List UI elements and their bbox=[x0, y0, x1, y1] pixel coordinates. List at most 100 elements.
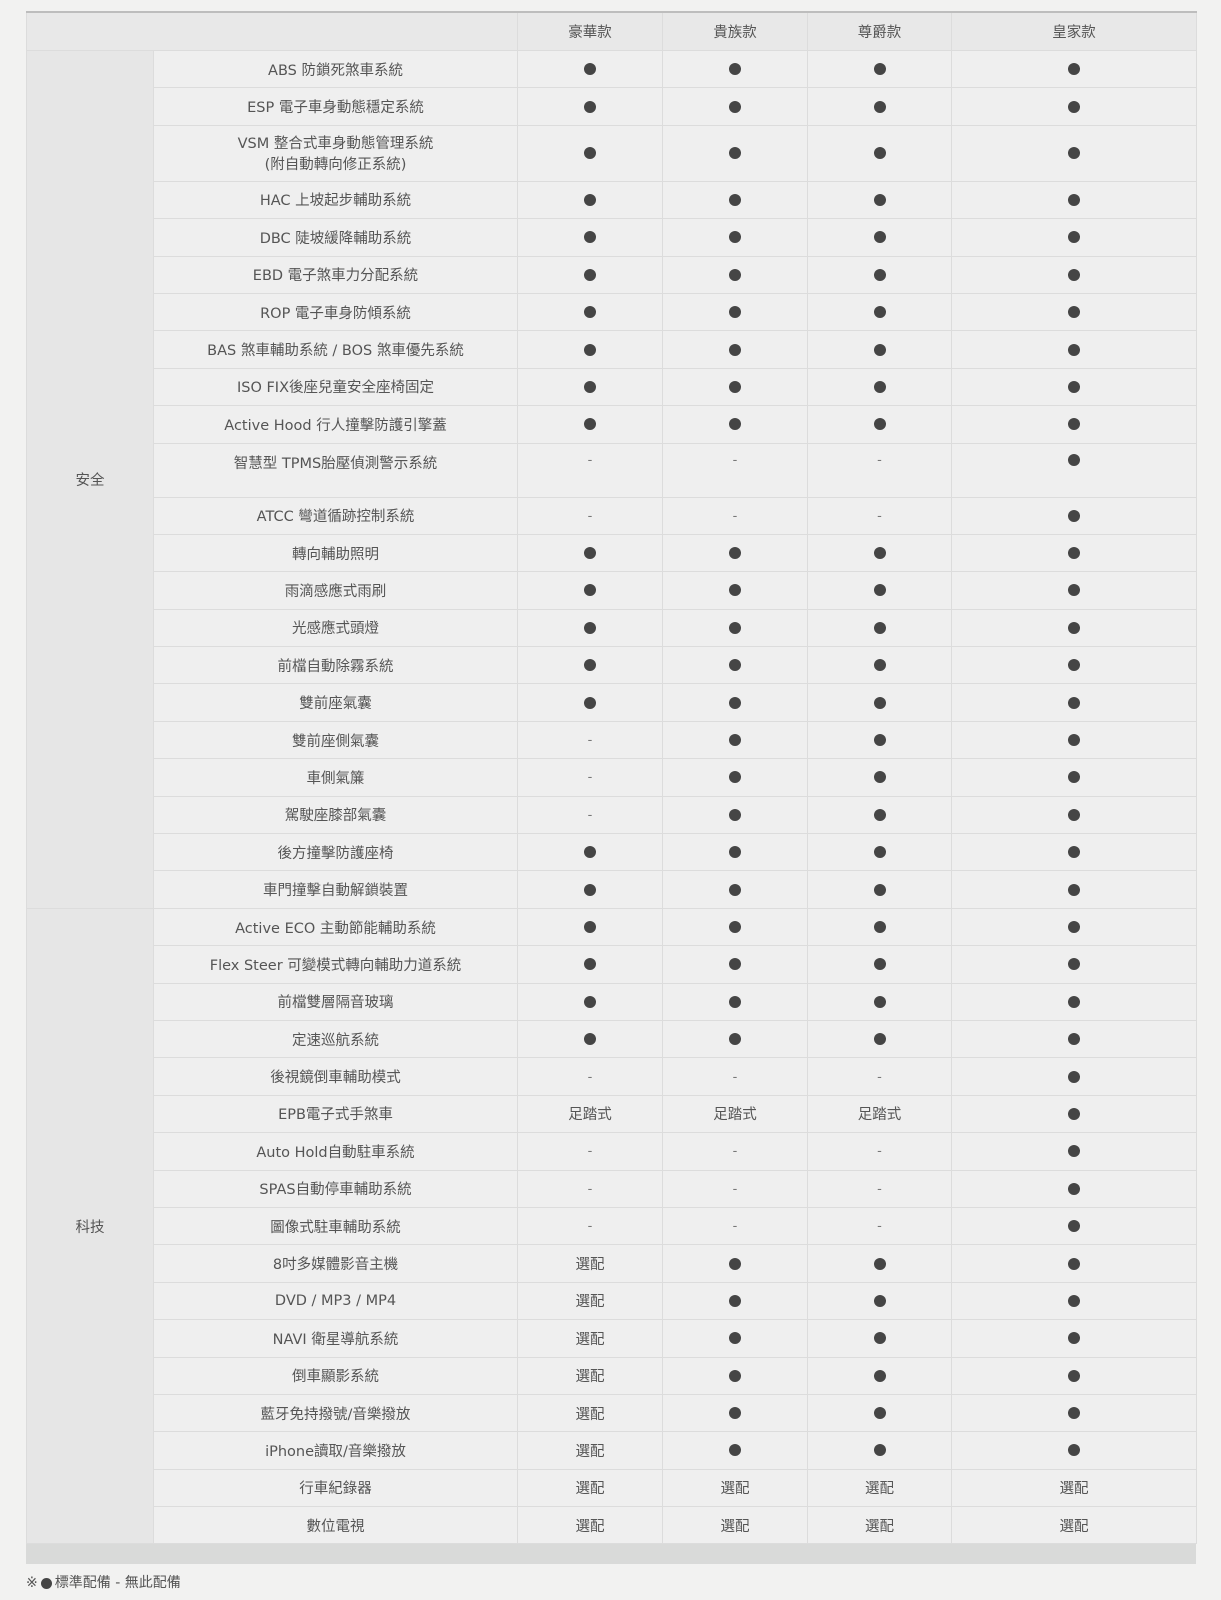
feature-name-line: 後視鏡倒車輔助模式 bbox=[270, 1070, 401, 1087]
value-cell: 選配 bbox=[517, 1319, 663, 1358]
filled-circle-icon bbox=[873, 1332, 886, 1345]
table-row: 數位電視 選配 選配 選配 選配 bbox=[27, 1506, 1197, 1545]
filled-circle-icon bbox=[873, 1257, 886, 1270]
table-row: 定速巡航系統 bbox=[27, 1019, 1197, 1059]
feature-name: VSM 整合式車身動態管理系統 (附自動轉向修正系統) bbox=[153, 124, 518, 182]
standard-cell bbox=[951, 87, 1197, 126]
filled-circle-icon bbox=[1068, 1257, 1080, 1270]
cell-text: - bbox=[732, 452, 738, 468]
filled-circle-icon bbox=[729, 1369, 741, 1382]
standard-cell bbox=[807, 1356, 952, 1395]
table-row: 8吋多媒體影音主機 選配 bbox=[27, 1244, 1197, 1283]
table-row: DBC 陡坡緩降輔助系統 bbox=[27, 218, 1197, 257]
standard-cell bbox=[517, 646, 663, 685]
filled-circle-icon bbox=[873, 306, 886, 319]
filled-circle-icon bbox=[729, 1407, 741, 1420]
not-available-cell: - bbox=[807, 1132, 952, 1171]
not-available-cell: - bbox=[517, 795, 663, 835]
standard-cell bbox=[951, 720, 1197, 760]
filled-circle-icon bbox=[873, 659, 886, 672]
value-cell: 足踏式 bbox=[517, 1094, 663, 1134]
filled-circle-icon bbox=[584, 921, 596, 933]
filled-circle-icon bbox=[1068, 509, 1080, 522]
feature-name-line: ABS 防鎖死煞車系統 bbox=[268, 62, 403, 79]
cell-text: - bbox=[732, 1144, 738, 1160]
standard-cell bbox=[662, 124, 808, 182]
standard-cell bbox=[517, 870, 663, 909]
cell-text: 選配 bbox=[575, 1518, 605, 1535]
feature-name-line: 雙前座側氣囊 bbox=[292, 733, 379, 750]
table-row: BAS 煞車輔助系統 / BOS 煞車優先系統 bbox=[27, 330, 1197, 369]
cell-text: - bbox=[732, 1069, 738, 1085]
feature-name: 車側氣簾 bbox=[153, 758, 518, 797]
cell-text: 足踏式 bbox=[713, 1107, 757, 1124]
cell-text: 選配 bbox=[1059, 1481, 1089, 1498]
feature-name: 藍牙免持撥號/音樂撥放 bbox=[153, 1393, 518, 1433]
filled-circle-icon bbox=[729, 1294, 741, 1307]
filled-circle-icon bbox=[873, 995, 886, 1008]
filled-circle-icon bbox=[729, 734, 741, 747]
filled-circle-icon bbox=[1068, 1107, 1080, 1120]
filled-circle-icon bbox=[1068, 584, 1080, 597]
feature-name-line: 後方撞擊防護座椅 bbox=[277, 845, 394, 862]
feature-name: 智慧型 TPMS胎壓偵測警示系統 bbox=[153, 442, 518, 498]
filled-circle-icon bbox=[873, 1294, 886, 1307]
filled-circle-icon bbox=[584, 995, 596, 1008]
value-cell: 選配 bbox=[662, 1506, 808, 1545]
value-cell: 選配 bbox=[662, 1468, 808, 1508]
feature-name-line: ESP 電子車身動態穩定系統 bbox=[247, 100, 424, 117]
filled-circle-icon bbox=[729, 100, 741, 113]
filled-circle-icon bbox=[1068, 453, 1080, 466]
table-row: SPAS自動停車輔助系統 - - - bbox=[27, 1169, 1197, 1208]
filled-circle-icon bbox=[873, 100, 886, 113]
filled-circle-icon bbox=[873, 621, 886, 634]
cell-text: 選配 bbox=[720, 1481, 750, 1498]
filled-circle-icon bbox=[584, 193, 596, 206]
legend-mark: ※ bbox=[26, 1575, 38, 1591]
feature-name-line: Active ECO 主動節能輔助系統 bbox=[235, 920, 436, 937]
feature-name-line: DBC 陡坡緩降輔助系統 bbox=[259, 230, 412, 247]
filled-circle-icon bbox=[873, 63, 886, 76]
filled-circle-icon bbox=[729, 193, 741, 206]
feature-name-line: NAVI 衛星導航系統 bbox=[272, 1331, 399, 1348]
filled-circle-icon bbox=[1068, 547, 1080, 560]
standard-cell bbox=[662, 683, 808, 722]
feature-name: 前檔自動除霧系統 bbox=[153, 646, 518, 685]
filled-circle-icon bbox=[729, 621, 741, 634]
feature-name: Auto Hold自動駐車系統 bbox=[153, 1132, 518, 1171]
table-row: DVD / MP3 / MP4 選配 bbox=[27, 1281, 1197, 1321]
filled-circle-icon bbox=[584, 418, 596, 431]
standard-cell bbox=[662, 218, 808, 257]
filled-circle-icon bbox=[584, 621, 596, 634]
table-row: VSM 整合式車身動態管理系統 (附自動轉向修正系統) bbox=[27, 124, 1197, 182]
standard-cell bbox=[517, 405, 663, 444]
standard-cell bbox=[807, 833, 952, 872]
filled-circle-icon bbox=[729, 547, 741, 560]
table-row: Flex Steer 可變模式轉向輔助力道系統 bbox=[27, 945, 1197, 984]
cell-text: 選配 bbox=[575, 1369, 605, 1386]
standard-cell bbox=[662, 533, 808, 573]
filled-circle-icon bbox=[1068, 268, 1080, 281]
filled-circle-icon bbox=[584, 883, 596, 896]
filled-circle-icon bbox=[584, 100, 596, 113]
standard-cell bbox=[807, 533, 952, 573]
standard-cell bbox=[951, 405, 1197, 444]
filled-circle-icon bbox=[1068, 1332, 1080, 1345]
standard-cell bbox=[662, 1356, 808, 1395]
feature-name-line: 駕駛座膝部氣囊 bbox=[284, 808, 387, 825]
filled-circle-icon bbox=[584, 547, 596, 560]
filled-circle-icon bbox=[1068, 231, 1080, 244]
standard-cell bbox=[662, 758, 808, 797]
standard-cell bbox=[807, 795, 952, 835]
filled-circle-icon bbox=[40, 1577, 52, 1589]
standard-cell bbox=[662, 1244, 808, 1283]
standard-cell bbox=[517, 608, 663, 648]
feature-name-line: 倒車顯影系統 bbox=[292, 1369, 379, 1386]
filled-circle-icon bbox=[873, 696, 886, 709]
filled-circle-icon bbox=[873, 1369, 886, 1382]
filled-circle-icon bbox=[584, 584, 596, 597]
standard-cell bbox=[807, 646, 952, 685]
legend-note: ※ 標準配備 - 無此配備 bbox=[26, 1572, 181, 1592]
value-cell: 選配 bbox=[807, 1506, 952, 1545]
filled-circle-icon bbox=[1068, 808, 1080, 821]
